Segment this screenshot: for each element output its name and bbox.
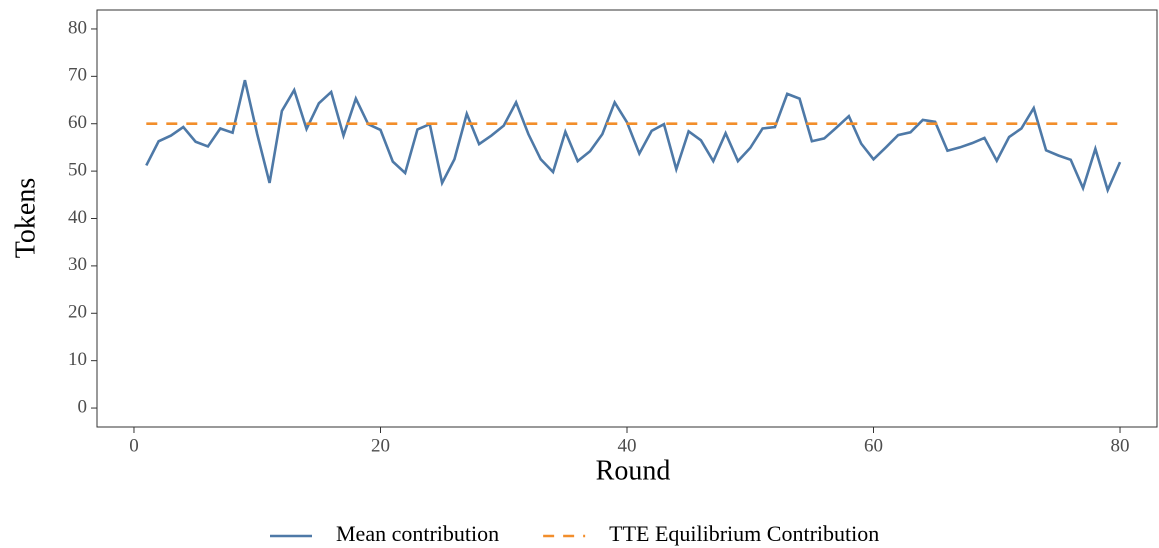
series-line xyxy=(145,79,1122,194)
y-tick-label: 60 xyxy=(68,112,87,133)
plot-panel xyxy=(96,9,1158,428)
y-tick-label: 10 xyxy=(68,349,87,370)
y-tick-label: 50 xyxy=(68,159,87,180)
x-tick-label: 80 xyxy=(1111,435,1130,456)
y-tick-label: 0 xyxy=(78,396,88,417)
y-tick-label: 30 xyxy=(68,254,87,275)
legend: Mean contribution TTE Equilibrium Contrib… xyxy=(270,521,879,546)
legend-label: TTE Equilibrium Contribution xyxy=(609,521,879,546)
y-tick-label: 80 xyxy=(68,17,87,38)
legend-label: Mean contribution xyxy=(336,521,499,546)
x-tick-label: 20 xyxy=(371,435,390,456)
x-axis-label: Round xyxy=(596,455,671,486)
y-tick-label: 70 xyxy=(68,65,87,86)
y-tick-label: 40 xyxy=(68,207,87,228)
x-tick-label: 60 xyxy=(864,435,883,456)
y-tick-label: 20 xyxy=(68,302,87,323)
y-axis-label: Tokens xyxy=(10,178,41,258)
x-tick-label: 0 xyxy=(129,435,139,456)
x-tick-label: 40 xyxy=(618,435,637,456)
